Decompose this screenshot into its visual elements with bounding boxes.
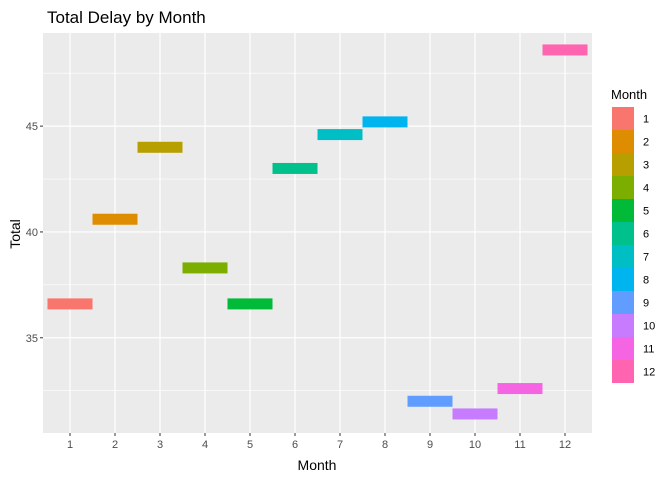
y-axis-title: Total [7, 219, 23, 249]
x-axis-title: Month [298, 457, 337, 473]
legend-label: 8 [643, 275, 649, 287]
legend-key-11 [612, 337, 634, 360]
legend-key-6 [612, 222, 634, 245]
legend-label: 11 [643, 344, 654, 356]
bar-month-9 [407, 395, 453, 407]
x-tick-label: 8 [382, 439, 388, 451]
legend-key-12 [612, 360, 634, 383]
x-tick-label: 5 [247, 439, 253, 451]
bar-month-12 [542, 44, 588, 56]
bar-month-6 [272, 162, 318, 174]
legend-key-1 [612, 107, 634, 130]
x-tick-label: 9 [427, 439, 433, 451]
legend-label: 9 [643, 298, 649, 310]
bar-month-2 [92, 213, 138, 225]
legend-label: 4 [643, 183, 649, 195]
legend-label: 10 [643, 321, 655, 333]
x-tick-label: 12 [559, 439, 571, 451]
x-tick-label: 6 [292, 439, 298, 451]
plot-panel [43, 33, 592, 433]
legend-key-3 [612, 153, 634, 176]
legend-key-10 [612, 314, 634, 337]
y-axis: 35 40 45 [26, 121, 43, 345]
legend-key-7 [612, 245, 634, 268]
bar-month-8 [362, 116, 408, 128]
legend-key-4 [612, 176, 634, 199]
chart-title: Total Delay by Month [47, 8, 206, 27]
legend-key-2 [612, 130, 634, 153]
x-tick-label: 7 [337, 439, 343, 451]
x-axis: 1 2 3 4 5 6 7 8 9 10 11 12 [67, 433, 571, 451]
legend-label: 12 [643, 367, 655, 379]
bar-month-10 [452, 408, 498, 420]
bar-month-4 [182, 262, 228, 274]
x-tick-label: 11 [514, 439, 525, 451]
y-tick-label: 40 [26, 227, 38, 239]
x-tick-label: 10 [469, 439, 481, 451]
bar-month-5 [227, 298, 273, 310]
legend-key-9 [612, 291, 634, 314]
bar-month-3 [137, 141, 183, 153]
bar-month-1 [47, 298, 93, 310]
y-tick-label: 45 [26, 121, 38, 133]
x-tick-label: 3 [157, 439, 163, 451]
legend-label: 7 [643, 252, 649, 264]
x-tick-label: 1 [67, 439, 73, 451]
legend-label: 1 [643, 114, 649, 126]
legend-label: 3 [643, 160, 649, 172]
legend-key-5 [612, 199, 634, 222]
data-marks [47, 44, 588, 420]
y-tick-label: 35 [26, 333, 38, 345]
grid-major [43, 33, 592, 433]
bar-month-11 [497, 383, 543, 395]
legend-title: Month [611, 87, 647, 102]
legend-label: 6 [643, 229, 649, 241]
x-tick-label: 4 [202, 439, 208, 451]
legend-key-8 [612, 268, 634, 291]
x-tick-label: 2 [112, 439, 118, 451]
legend-label: 5 [643, 206, 649, 218]
legend-label: 2 [643, 137, 649, 149]
bar-month-7 [317, 129, 363, 141]
